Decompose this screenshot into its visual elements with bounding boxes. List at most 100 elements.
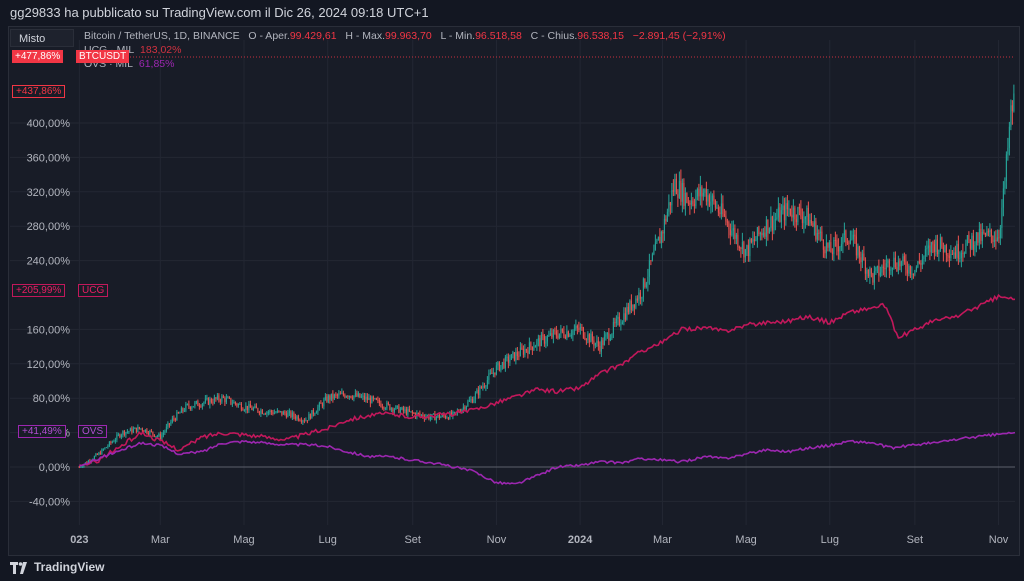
- btc-candle-body: [98, 452, 100, 455]
- tradingview-brand[interactable]: TradingView: [10, 558, 104, 576]
- btc-candle-body: [828, 242, 830, 248]
- btc-candle-body: [189, 406, 191, 409]
- btc-candle-body: [113, 441, 115, 443]
- btc-candle-body: [341, 392, 343, 394]
- btc-candle-body: [194, 402, 196, 407]
- btc-candle-body: [974, 244, 976, 250]
- btc-candle-body: [480, 386, 482, 388]
- btc-candle-body: [809, 219, 811, 226]
- x-tick-label: Nov: [487, 534, 507, 546]
- btc-candle-body: [203, 402, 205, 404]
- btc-candle-body: [950, 253, 952, 258]
- btc-candle-body: [120, 434, 122, 438]
- btc-candle-body: [741, 242, 743, 249]
- btc-candle-body: [360, 396, 362, 398]
- btc-candle-body: [110, 441, 112, 443]
- btc-candle-body: [890, 269, 892, 271]
- btc-candle-body: [869, 268, 871, 277]
- btc-candle-body: [437, 414, 439, 417]
- btc-candle-body: [429, 417, 431, 419]
- btc-candle-body: [549, 333, 551, 336]
- btc-candle-body: [825, 242, 827, 254]
- btc-candle-body: [926, 248, 928, 250]
- btc-candle-body: [119, 434, 121, 438]
- btc-candle-body: [173, 418, 175, 420]
- btc-candle-body: [960, 252, 962, 259]
- btc-candle-body: [362, 395, 364, 397]
- btc-candle-body: [465, 406, 467, 410]
- btc-candle-body: [801, 216, 803, 224]
- btc-candle-body: [440, 416, 442, 419]
- btc-candle-body: [273, 412, 275, 414]
- btc-candle-body: [813, 221, 815, 227]
- btc-candle-body: [516, 352, 518, 356]
- btc-candle-body: [243, 410, 245, 412]
- btc-candle-body: [492, 372, 494, 374]
- btc-candle-body: [338, 393, 340, 396]
- btc-candle-body: [407, 409, 409, 415]
- btc-candle-body: [524, 349, 526, 355]
- btc-candle-body: [930, 242, 932, 253]
- btc-candle-body: [252, 407, 254, 410]
- btc-candle-body: [771, 216, 773, 231]
- btc-candle-body: [438, 414, 440, 419]
- btc-candle-body: [654, 242, 656, 251]
- btc-candle-body: [582, 327, 584, 338]
- btc-candle-body: [264, 413, 266, 415]
- btc-candle-body: [792, 207, 794, 218]
- btc-candle-body: [206, 398, 208, 400]
- chart-panel[interactable]: [8, 26, 1020, 556]
- btc-candle-body: [564, 336, 566, 339]
- btc-candle-body: [329, 395, 331, 400]
- btc-candle-body: [357, 393, 359, 397]
- btc-candle-body: [198, 405, 200, 407]
- btc-candle-body: [725, 215, 727, 222]
- btc-candle-body: [906, 269, 908, 274]
- btc-candle-body: [666, 211, 668, 222]
- btc-candle-body: [632, 304, 634, 310]
- legend-high-value: 99.963,70: [384, 30, 432, 42]
- btc-candle-body: [276, 410, 278, 413]
- btc-candle-body: [201, 403, 203, 407]
- btc-candle-body: [972, 235, 974, 250]
- btc-candle-body: [839, 247, 841, 252]
- series-lines: [79, 293, 1016, 486]
- scale-mode-button[interactable]: Misto: [10, 29, 74, 47]
- btc-candle-body: [195, 401, 197, 403]
- btc-candle-body: [770, 216, 772, 229]
- btc-candle-body: [627, 306, 629, 313]
- btc-candle-body: [213, 397, 215, 404]
- btc-candle-body: [753, 239, 755, 242]
- btc-candle-body: [630, 300, 632, 310]
- btc-candle-body: [239, 403, 241, 405]
- btc-candle-body: [350, 395, 352, 398]
- btc-candle-body: [347, 396, 349, 398]
- btc-candle-body: [302, 420, 304, 422]
- btc-candle-body: [690, 200, 692, 205]
- btc-candle-body: [470, 399, 472, 401]
- btc-candle-body: [716, 207, 718, 209]
- btc-candle-body: [528, 342, 530, 354]
- btc-candle-body: [927, 245, 929, 249]
- btc-candle-body: [891, 267, 893, 270]
- btc-candle-body: [761, 233, 763, 236]
- btc-candle-body: [719, 212, 721, 215]
- btc-candle-body: [461, 409, 463, 413]
- btc-candle-body: [737, 234, 739, 248]
- btc-candle-body: [140, 428, 142, 430]
- btc-candle-body: [696, 188, 698, 197]
- btc-candle-body: [936, 239, 938, 255]
- btc-candle-body: [270, 410, 272, 413]
- btc-candle-body: [179, 412, 181, 414]
- btc-candle-body: [305, 420, 307, 422]
- y-tick-label: 360,00%: [27, 152, 71, 164]
- btc-candle-body: [831, 252, 833, 254]
- brand-text: TradingView: [34, 560, 105, 574]
- btc-candle-body: [498, 362, 500, 371]
- btc-candle-body: [975, 232, 977, 245]
- btc-candle-body: [353, 395, 355, 399]
- btc-candle-body: [965, 243, 967, 254]
- legend-symbol[interactable]: Bitcoin / TetherUS, 1D, BINANCE: [84, 30, 240, 42]
- btc-candle-body: [894, 257, 896, 268]
